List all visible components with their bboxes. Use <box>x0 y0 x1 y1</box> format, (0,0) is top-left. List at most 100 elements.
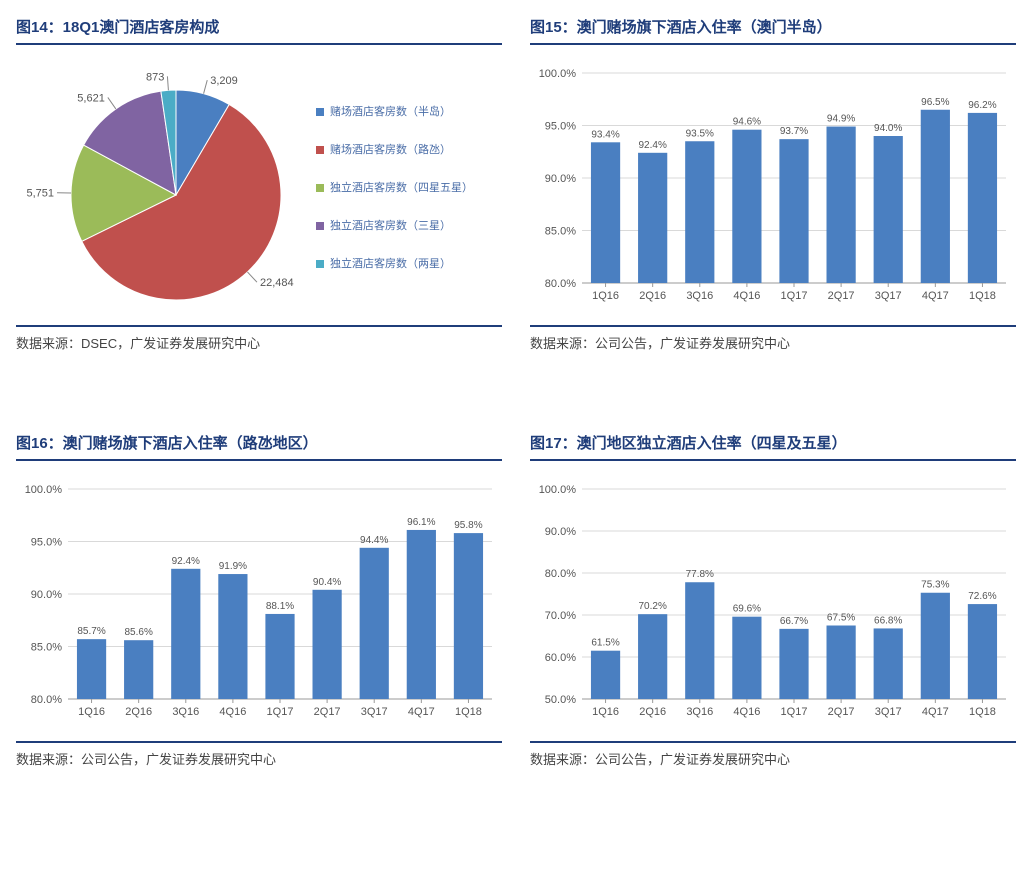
bar-value-label: 94.0% <box>874 123 902 134</box>
panel-16-source: 数据来源：公司公告，广发证券发展研究中心 <box>16 741 502 768</box>
panel-15-source: 数据来源：公司公告，广发证券发展研究中心 <box>530 325 1016 352</box>
bar <box>218 574 247 699</box>
pie-value-label: 22,484 <box>260 277 294 289</box>
bar-value-label: 75.3% <box>921 580 949 591</box>
bar <box>685 582 714 699</box>
bar-value-label: 96.2% <box>968 100 996 111</box>
bar-value-label: 93.7% <box>780 126 808 137</box>
bar <box>265 614 294 699</box>
panel-15-chart: 80.0%85.0%90.0%95.0%100.0%93.4%1Q1692.4%… <box>530 55 1016 315</box>
panel-16: 图16：澳门赌场旗下酒店入住率（路氹地区） 80.0% 85.0% 90.0% 95.… <box>16 432 502 768</box>
x-tick-label: 1Q17 <box>267 706 294 718</box>
panel-14-title: 图14：18Q1澳门酒店客房构成 <box>16 16 502 45</box>
legend-swatch <box>316 184 324 192</box>
bar <box>454 533 483 699</box>
x-tick-label: 2Q17 <box>314 706 341 718</box>
y-tick-label: 80.0% <box>31 694 62 706</box>
bar <box>732 617 761 699</box>
legend-label: 独立酒店客房数（三星） <box>330 218 451 232</box>
bar-value-label: 93.5% <box>686 128 714 139</box>
x-tick-label: 4Q17 <box>922 706 949 718</box>
x-tick-label: 1Q16 <box>592 290 619 302</box>
bar-value-label: 88.1% <box>266 601 294 612</box>
bar-value-label: 66.7% <box>780 616 808 627</box>
bar-value-label: 95.8% <box>454 520 482 531</box>
y-tick-label: 90.0% <box>31 589 62 601</box>
x-tick-label: 3Q16 <box>686 290 713 302</box>
bar-value-label: 96.5% <box>921 97 949 108</box>
bar <box>968 604 997 699</box>
legend-label: 独立酒店客房数（两星） <box>330 256 451 270</box>
x-tick-label: 4Q16 <box>219 706 246 718</box>
x-tick-label: 1Q18 <box>969 706 996 718</box>
bar <box>171 569 200 699</box>
y-tick-label: 50.0% <box>545 694 576 706</box>
panel-17-title: 图17：澳门地区独立酒店入住率（四星及五星） <box>530 432 1016 461</box>
legend-label: 赌场酒店客房数（路氹） <box>330 142 451 156</box>
x-tick-label: 3Q16 <box>686 706 713 718</box>
y-tick-label: 85.0% <box>31 642 62 654</box>
x-tick-label: 3Q17 <box>875 706 902 718</box>
x-tick-label: 2Q17 <box>828 706 855 718</box>
bar-value-label: 91.9% <box>219 561 247 572</box>
bar-value-label: 69.6% <box>733 604 761 615</box>
x-tick-label: 4Q16 <box>733 706 760 718</box>
y-tick-label: 90.0% <box>545 526 576 538</box>
panel-14: 图14：18Q1澳门酒店客房构成 3,20922,4845,7515,62187… <box>16 16 502 352</box>
x-tick-label: 1Q18 <box>455 706 482 718</box>
bar <box>638 614 667 699</box>
bar <box>779 139 808 283</box>
bar <box>313 590 342 699</box>
bar-value-label: 67.5% <box>827 613 855 624</box>
bar-value-label: 77.8% <box>686 569 714 580</box>
bar-value-label: 85.6% <box>124 627 152 638</box>
bar-value-label: 96.1% <box>407 517 435 528</box>
y-tick-label: 80.0% <box>545 278 576 290</box>
y-tick-label: 95.0% <box>31 537 62 549</box>
bar <box>407 530 436 699</box>
x-tick-label: 1Q16 <box>592 706 619 718</box>
legend-swatch <box>316 222 324 230</box>
x-tick-label: 2Q16 <box>639 290 666 302</box>
bar <box>921 110 950 283</box>
bar-value-label: 94.9% <box>827 114 855 125</box>
bar <box>827 127 856 283</box>
legend-swatch <box>316 260 324 268</box>
x-tick-label: 2Q16 <box>639 706 666 718</box>
panel-16-chart: 80.0%85.0%90.0%95.0%100.0%85.7%1Q1685.6%… <box>16 471 502 731</box>
panel-17-source: 数据来源：公司公告，广发证券发展研究中心 <box>530 741 1016 768</box>
bar <box>685 141 714 283</box>
bar <box>827 626 856 700</box>
pie-value-label: 3,209 <box>210 75 238 87</box>
bar <box>968 113 997 283</box>
x-tick-label: 3Q17 <box>875 290 902 302</box>
pie-value-label: 873 <box>146 71 164 83</box>
legend-label: 赌场酒店客房数（半岛） <box>330 104 451 118</box>
bar <box>124 640 153 699</box>
bar-value-label: 94.6% <box>733 117 761 128</box>
bar <box>874 628 903 699</box>
bar <box>779 629 808 699</box>
x-tick-label: 4Q17 <box>922 290 949 302</box>
y-tick-label: 100.0% <box>539 484 577 496</box>
panel-16-title: 图16：澳门赌场旗下酒店入住率（路氹地区） <box>16 432 502 461</box>
panel-17: 图17：澳门地区独立酒店入住率（四星及五星） 50.0%60.0%70.0%80… <box>530 432 1016 768</box>
x-tick-label: 2Q16 <box>125 706 152 718</box>
panel-15-title: 图15：澳门赌场旗下酒店入住率（澳门半岛） <box>530 16 1016 45</box>
bar-value-label: 90.4% <box>313 577 341 588</box>
panel-15: 图15：澳门赌场旗下酒店入住率（澳门半岛） 80.0%85.0%90.0%95.… <box>530 16 1016 352</box>
legend-label: 独立酒店客房数（四星五星） <box>330 180 473 194</box>
panel-14-chart: 3,20922,4845,7515,621873赌场酒店客房数（半岛）赌场酒店客… <box>16 55 502 315</box>
bar <box>874 136 903 283</box>
y-tick-label: 70.0% <box>545 610 576 622</box>
bar-value-label: 85.7% <box>77 626 105 637</box>
x-tick-label: 1Q16 <box>78 706 105 718</box>
bar <box>921 593 950 699</box>
y-tick-label: 95.0% <box>545 121 576 133</box>
x-tick-label: 4Q17 <box>408 706 435 718</box>
bar <box>591 142 620 283</box>
pie-value-label: 5,621 <box>77 92 105 104</box>
x-tick-label: 4Q16 <box>733 290 760 302</box>
legend-swatch <box>316 146 324 154</box>
bar-value-label: 92.4% <box>638 140 666 151</box>
